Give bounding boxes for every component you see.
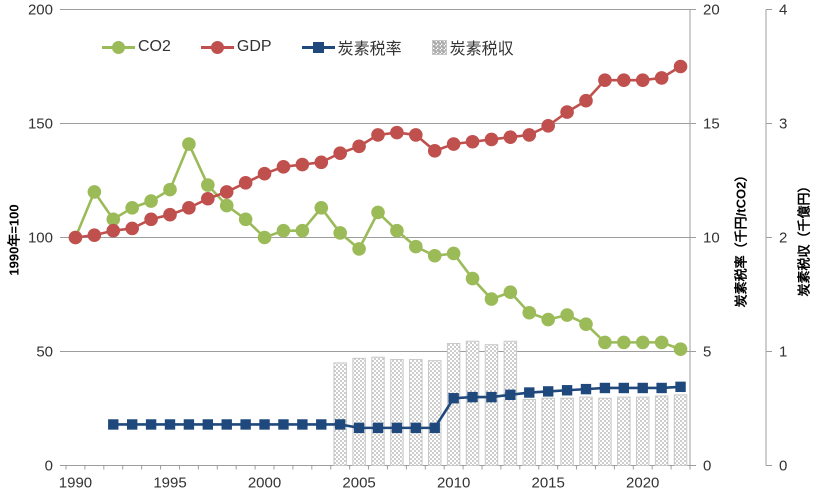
svg-text:1995: 1995 (153, 475, 186, 492)
svg-text:0: 0 (45, 458, 53, 475)
bar-2015 (541, 397, 555, 466)
series-GDP (68, 59, 688, 245)
svg-text:0: 0 (779, 458, 787, 475)
bar-2011 (465, 340, 480, 466)
gdp-line-marker-icon (200, 40, 234, 54)
bar-2009 (427, 360, 442, 466)
series-CO2 (68, 137, 688, 357)
bar-2016 (560, 397, 574, 466)
svg-text:2015: 2015 (531, 475, 564, 492)
bar-2007 (390, 358, 404, 467)
bar-2012 (484, 344, 499, 466)
left-axis-title: 1990年=100 (6, 204, 22, 276)
right-axis-1: 0 5 10 15 20 (689, 2, 720, 475)
tax-rate-line-marker-icon (301, 40, 335, 54)
x-axis: 1990 1995 2000 2005 2010 2015 2020 (59, 465, 691, 492)
legend-label-gdp: GDP (236, 38, 272, 55)
svg-text:2000: 2000 (248, 475, 281, 492)
bar-2006 (371, 356, 385, 467)
svg-text:50: 50 (36, 344, 53, 361)
tax-revenue-pattern-icon (431, 39, 447, 55)
svg-text:200: 200 (28, 2, 53, 19)
legend-label-co2: CO2 (138, 38, 171, 55)
legend-label-tax-revenue: 炭素税収 (449, 41, 514, 58)
bar-2013 (503, 340, 518, 466)
svg-text:100: 100 (28, 230, 53, 247)
svg-text:20: 20 (703, 2, 720, 19)
svg-text:150: 150 (28, 116, 53, 133)
right-axis1-title: 炭素税率（千円/tCO2） (733, 168, 749, 308)
bar-2020 (635, 396, 650, 467)
svg-text:1990: 1990 (59, 475, 92, 492)
right-axis-2: 0 1 2 3 4 (765, 2, 787, 475)
bar-2010 (446, 343, 461, 466)
bar-2005 (352, 357, 366, 466)
co2-line-marker-icon (102, 40, 135, 54)
svg-text:2010: 2010 (437, 475, 470, 492)
svg-text:0: 0 (703, 458, 711, 475)
svg-text:3: 3 (779, 116, 787, 133)
bar-2008 (409, 358, 423, 467)
legend-item-tax-rate: 炭素税率 (301, 35, 402, 59)
legend-item-tax-revenue: 炭素税収 (431, 35, 514, 59)
right-axis2-title: 炭素税収（千億円） (796, 179, 812, 297)
bar-2022 (673, 394, 688, 467)
legend: CO2 GDP 炭素税率 炭素税収 (102, 35, 514, 59)
legend-label-tax-rate: 炭素税率 (337, 41, 402, 58)
svg-text:10: 10 (703, 230, 720, 247)
svg-text:5: 5 (703, 344, 711, 361)
series-炭素税率 (108, 381, 686, 434)
svg-text:15: 15 (703, 116, 720, 133)
svg-text:1: 1 (779, 344, 787, 361)
svg-text:4: 4 (779, 2, 787, 19)
legend-item-gdp: GDP (200, 38, 272, 56)
bar-2018 (598, 397, 612, 466)
bar-2019 (617, 396, 631, 467)
gridlines-and-left-axis: 0 50 100 150 200 (28, 2, 690, 475)
bar-2021 (654, 395, 669, 466)
bar-2004 (333, 362, 347, 466)
svg-text:2: 2 (779, 230, 787, 247)
svg-text:2005: 2005 (342, 475, 375, 492)
tax-revenue-bars (333, 340, 688, 467)
legend-item-co2: CO2 (102, 38, 171, 56)
bar-2014 (522, 398, 537, 467)
svg-text:2020: 2020 (626, 475, 659, 492)
bar-2017 (579, 396, 593, 467)
